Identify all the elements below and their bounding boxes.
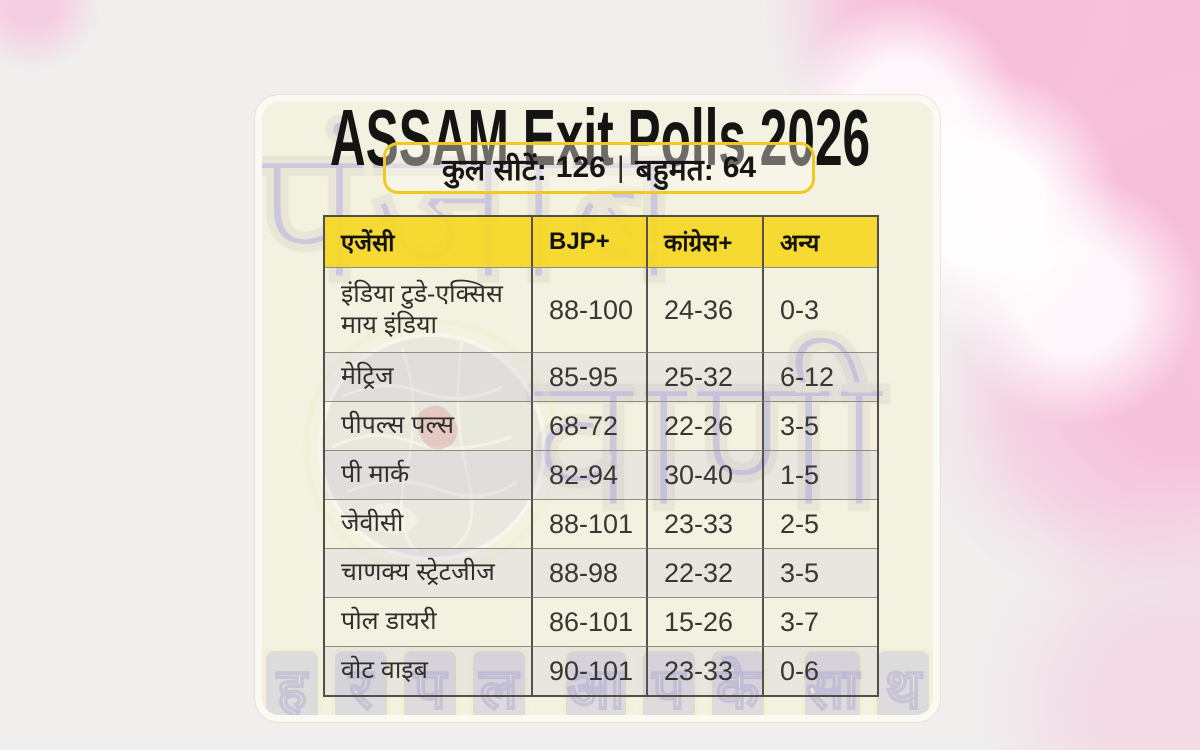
table-row-others: 6-12 bbox=[764, 352, 877, 401]
table-row-bjp: 82-94 bbox=[533, 450, 648, 499]
table-row-others: 2-5 bbox=[764, 499, 877, 548]
table-row-agency: इंडिया टुडे-एक्सिस माय इंडिया bbox=[325, 267, 533, 352]
table-row-others: 3-7 bbox=[764, 597, 877, 646]
table-row-bjp: 88-100 bbox=[533, 267, 648, 352]
table-row-others: 0-3 bbox=[764, 267, 877, 352]
table-row-congress: 23-33 bbox=[648, 499, 764, 548]
page-title: ASSAM Exit Polls 2026 bbox=[329, 92, 871, 182]
total-seats-label: कुल सीटें: bbox=[441, 153, 547, 187]
column-header-agency: एजेंसी bbox=[325, 217, 533, 267]
table-row-others: 3-5 bbox=[764, 548, 877, 597]
table-row-bjp: 85-95 bbox=[533, 352, 648, 401]
table-row-bjp: 86-101 bbox=[533, 597, 648, 646]
majority-label: बहुमत: bbox=[635, 153, 714, 187]
table-row-congress: 22-26 bbox=[648, 401, 764, 450]
table-row-congress: 24-36 bbox=[648, 267, 764, 352]
column-header-others: अन्य bbox=[764, 217, 877, 267]
majority-value: 64 bbox=[722, 151, 757, 184]
table-row-others: 0-6 bbox=[764, 646, 877, 695]
table-row-congress: 22-32 bbox=[648, 548, 764, 597]
table-row-bjp: 88-101 bbox=[533, 499, 648, 548]
table-row-others: 3-5 bbox=[764, 401, 877, 450]
watermark-tagline-tile: थ bbox=[873, 647, 933, 715]
table-row-agency: पोल डायरी bbox=[325, 597, 533, 646]
watermark-tagline-tile: ह bbox=[262, 647, 322, 715]
column-header-bjp: BJP+ bbox=[533, 217, 648, 267]
banner-separator: | bbox=[616, 151, 625, 184]
summary-banner: कुल सीटें: 126 | बहुमत: 64 bbox=[383, 142, 815, 194]
table-row-congress: 30-40 bbox=[648, 450, 764, 499]
table-row-bjp: 90-101 bbox=[533, 646, 648, 695]
table-row-others: 1-5 bbox=[764, 450, 877, 499]
table-row-agency: जेवीसी bbox=[325, 499, 533, 548]
table-row-agency: पी मार्क bbox=[325, 450, 533, 499]
table-row-agency: वोट वाइब bbox=[325, 646, 533, 695]
exit-poll-table: एजेंसी BJP+ कांग्रेस+ अन्य इंडिया टुडे-ए… bbox=[323, 215, 879, 697]
table-row-bjp: 68-72 bbox=[533, 401, 648, 450]
total-seats-value: 126 bbox=[555, 151, 606, 184]
table-row-bjp: 88-98 bbox=[533, 548, 648, 597]
table-row-agency: पीपल्स पल्स bbox=[325, 401, 533, 450]
table-row-agency: चाणक्य स्ट्रेटजीज bbox=[325, 548, 533, 597]
column-header-congress: कांग्रेस+ bbox=[648, 217, 764, 267]
table-row-congress: 23-33 bbox=[648, 646, 764, 695]
table-row-congress: 15-26 bbox=[648, 597, 764, 646]
table-row-agency: मेट्रिज bbox=[325, 352, 533, 401]
table-row-congress: 25-32 bbox=[648, 352, 764, 401]
